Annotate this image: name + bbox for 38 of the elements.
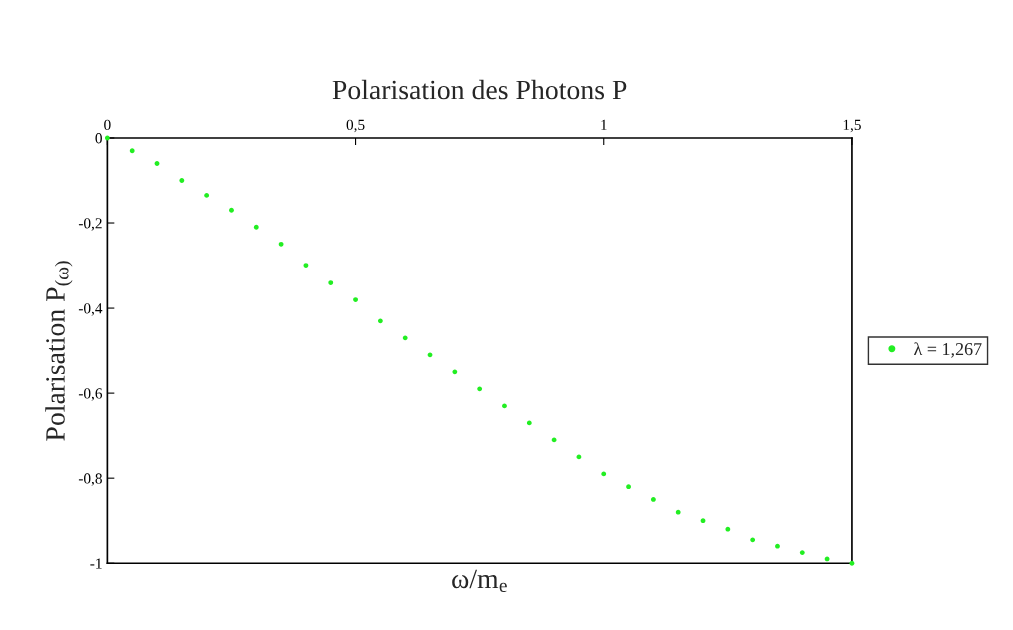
point [229,207,234,213]
point [253,224,259,230]
point [452,369,458,375]
y-tick-label: -0,2 [78,218,102,231]
x-tick-label: 1 [601,119,607,130]
point [353,297,358,302]
y-tick-label: -0,4 [78,303,103,316]
point [129,148,135,154]
legend-label: λ = 1,267 [914,342,982,358]
point [725,526,731,532]
x-tick-label: 0 [104,119,111,131]
point [526,420,532,426]
point [626,484,631,490]
x-tick-label: 0,5 [346,119,365,133]
point [750,537,756,543]
y-tick-label: -1 [90,558,102,569]
point [601,471,607,477]
point [502,403,507,409]
point [775,543,780,549]
y-axis-title: Polarisation P$_{(ω)}$ [45,261,73,441]
point [204,192,210,198]
point [477,386,483,392]
y-tick-label: -0,6 [78,388,103,401]
point [675,509,681,515]
point [650,497,656,502]
point [700,518,706,524]
point [402,335,408,341]
y-tick-label: -0,8 [78,473,102,486]
point [849,560,855,566]
point [278,241,284,247]
point [377,318,383,324]
x-axis-title: ω/m$_{e}$ [452,569,507,593]
y-tick-label: 0 [95,133,102,144]
chart-title: Polarisation des Photons P [332,79,627,100]
point [328,280,334,285]
point [799,550,805,555]
point [179,178,185,183]
x-tick-label: 1,5 [843,119,861,133]
